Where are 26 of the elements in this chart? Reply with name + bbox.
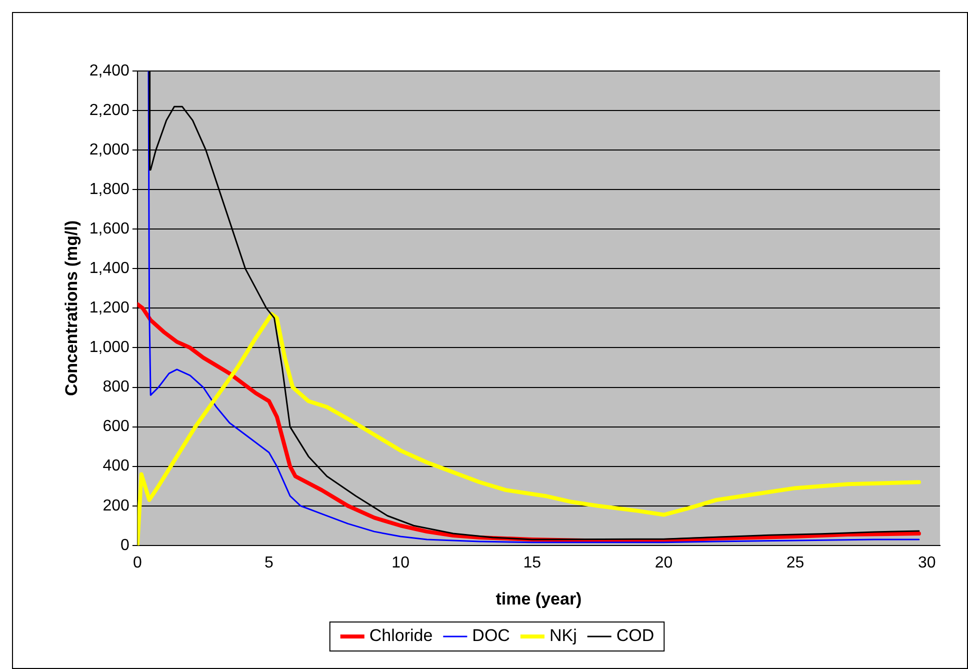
x-tick-label: 30 [918,554,936,572]
x-axis-title: time (year) [496,589,582,608]
y-tick-label: 2,400 [89,62,130,80]
y-tick-label: 800 [102,378,130,396]
legend-label: NKj [549,626,577,646]
y-tick-label: 600 [102,418,130,436]
y-tick-label: 400 [102,458,130,475]
legend-label: Chloride [369,626,433,646]
y-tick-label: 1,400 [89,260,130,278]
legend-label: DOC [472,626,510,646]
y-tick-label: 200 [102,497,130,514]
y-tick-label: 0 [120,536,130,554]
y-tick-label: 2,200 [89,102,130,119]
y-tick-label: 1,000 [89,339,130,356]
y-tick-label: 2,000 [89,141,130,158]
y-tick-label: 1,800 [89,181,130,198]
x-tick-label: 5 [264,554,274,572]
x-tick-label: 0 [132,554,142,572]
y-axis-title: Concentrations (mg/l) [62,220,81,396]
y-tick-label: 1,600 [89,220,130,238]
x-tick-label: 25 [786,554,804,572]
y-tick-label: 1,200 [89,300,130,317]
x-tick-label: 15 [523,554,542,572]
x-tick-label: 10 [392,554,410,572]
legend-label: COD [616,626,654,646]
x-tick-label: 20 [654,554,673,572]
